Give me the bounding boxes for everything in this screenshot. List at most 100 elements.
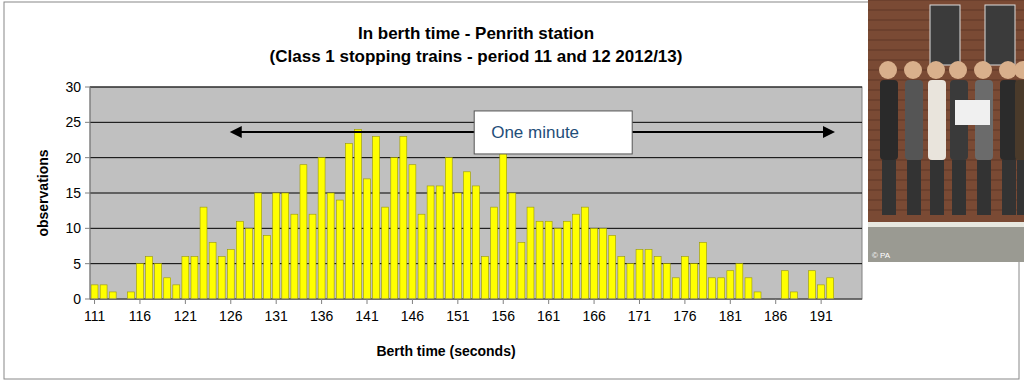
- y-tick-label: 5: [73, 256, 81, 272]
- x-tick-label: 191: [809, 308, 833, 324]
- x-axis: [90, 299, 862, 300]
- x-tick: [94, 299, 95, 304]
- x-tick: [684, 299, 685, 304]
- bar: [663, 264, 670, 299]
- photo-credit: © PA: [872, 251, 891, 260]
- person-legs: [882, 160, 896, 215]
- bar: [645, 250, 652, 299]
- photo: © PA: [868, 0, 1024, 262]
- x-tick: [185, 299, 186, 304]
- person-body: [1015, 80, 1024, 160]
- bar: [572, 214, 579, 299]
- bar: [137, 264, 144, 299]
- bar: [454, 193, 461, 299]
- bar: [600, 228, 607, 299]
- bar: [318, 158, 325, 299]
- bar: [545, 221, 552, 299]
- y-axis: [90, 87, 91, 299]
- subtitle: (Class 1 stopping trains - period 11 and…: [270, 47, 683, 66]
- person-legs: [977, 160, 991, 215]
- bar: [473, 186, 480, 299]
- plot-area: [90, 87, 862, 299]
- bar: [427, 186, 434, 299]
- window: [930, 5, 960, 65]
- bar: [127, 292, 134, 299]
- y-tick-label: 20: [65, 150, 81, 166]
- arrow-head: [823, 126, 835, 138]
- person-body: [905, 80, 923, 160]
- bar: [491, 207, 498, 299]
- bar: [554, 228, 561, 299]
- person-head: [879, 61, 897, 79]
- x-tick-label: 186: [764, 308, 788, 324]
- bar: [109, 292, 116, 299]
- x-tick-label: 181: [719, 308, 743, 324]
- photo-bg: [868, 0, 1024, 262]
- y-tick-label: 0: [73, 291, 81, 307]
- person-legs: [1017, 160, 1024, 215]
- x-tick-label: 166: [582, 308, 606, 324]
- chart-frame: [4, 2, 1019, 379]
- bar: [373, 136, 380, 299]
- bar: [418, 214, 425, 299]
- platform: [868, 225, 1024, 262]
- bar: [609, 235, 616, 299]
- bar: [754, 292, 761, 299]
- x-tick: [775, 299, 776, 304]
- bar: [463, 172, 470, 299]
- newspaper: [955, 100, 990, 125]
- bar: [727, 271, 734, 299]
- bar: [164, 278, 171, 299]
- bar: [618, 257, 625, 299]
- bar: [818, 285, 825, 299]
- bar: [100, 285, 107, 299]
- bar: [264, 235, 271, 299]
- person-legs: [1002, 160, 1016, 215]
- bar: [155, 264, 162, 299]
- bar: [736, 264, 743, 299]
- bar: [191, 257, 198, 299]
- person-head: [927, 61, 945, 79]
- bar: [382, 207, 389, 299]
- person-legs: [930, 160, 944, 215]
- x-tick-label: 116: [129, 308, 152, 324]
- bar: [827, 278, 834, 299]
- bar: [536, 221, 543, 299]
- bar: [200, 207, 207, 299]
- chart: In berth time - Penrith station(Class 1 …: [0, 0, 1024, 384]
- bars: [91, 129, 834, 299]
- bar: [255, 193, 262, 299]
- person-legs: [952, 160, 966, 215]
- x-tick: [503, 299, 504, 304]
- x-tick-label: 141: [355, 308, 379, 324]
- bar: [309, 214, 316, 299]
- y-tick: [85, 228, 90, 229]
- y-tick: [85, 157, 90, 158]
- bar: [345, 144, 352, 299]
- bar: [209, 242, 216, 299]
- bar: [745, 278, 752, 299]
- bar: [300, 165, 307, 299]
- bar: [391, 158, 398, 299]
- bar: [409, 165, 416, 299]
- bar: [636, 250, 643, 299]
- bar: [218, 257, 225, 299]
- x-tick: [139, 299, 140, 304]
- x-tick-label: 171: [628, 308, 652, 324]
- bar: [336, 200, 343, 299]
- person-head: [974, 61, 992, 79]
- x-tick-label: 111: [84, 308, 105, 324]
- bar: [582, 207, 589, 299]
- x-tick: [367, 299, 368, 304]
- bar: [354, 129, 361, 299]
- bar: [291, 214, 298, 299]
- x-tick: [276, 299, 277, 304]
- bar: [681, 257, 688, 299]
- bar: [709, 278, 716, 299]
- y-tick: [85, 87, 90, 88]
- person-head: [904, 61, 922, 79]
- bar: [327, 193, 334, 299]
- bar: [245, 228, 252, 299]
- bar: [790, 292, 797, 299]
- x-axis-label: Berth time (seconds): [376, 343, 515, 359]
